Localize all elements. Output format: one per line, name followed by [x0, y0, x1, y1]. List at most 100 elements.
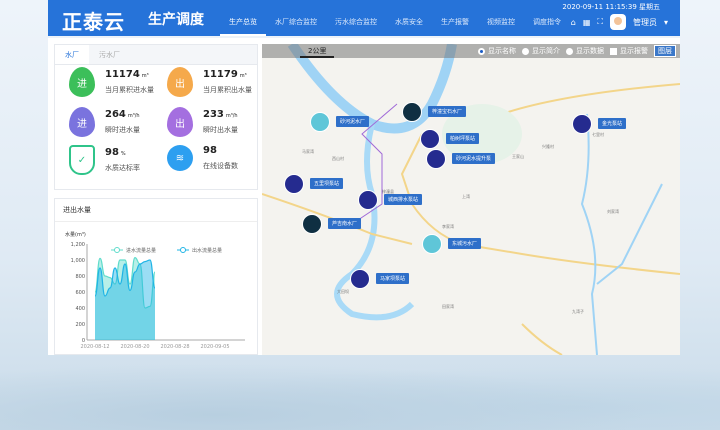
pump-station-marker-icon[interactable] [572, 114, 592, 134]
place-label: 七里村 [592, 132, 604, 137]
water-drop-in-icon: 进 [69, 67, 95, 97]
stat-item: 进 11174 m³ 当月累积进水量 [69, 67, 154, 97]
nav-sewage-monitor[interactable]: 污水综合监控 [335, 18, 377, 26]
stat-label: 当月累积出水量 [203, 86, 252, 94]
station-label[interactable]: 芦吉南水厂 [328, 218, 362, 229]
place-label: 兴隆村 [542, 144, 554, 149]
checkbox-icon[interactable] [610, 47, 617, 55]
legend-label[interactable]: 出水流量总量 [192, 247, 222, 254]
radio-icon[interactable] [478, 47, 485, 55]
background-decoration [0, 355, 720, 430]
tab-water-plant[interactable]: 水厂 [55, 45, 89, 64]
chevron-down-icon[interactable]: ▾ [663, 17, 668, 27]
radio-icon[interactable] [522, 47, 529, 55]
radio-icon[interactable] [566, 47, 573, 55]
chart-title: 进出水量 [55, 199, 257, 222]
pump-station-marker-icon[interactable] [284, 174, 304, 194]
nav-alarm[interactable]: 生产报警 [441, 18, 469, 26]
station-label[interactable]: 砂河泥水提升泵 [452, 153, 496, 164]
y-axis-label: 水量(m³) [65, 231, 86, 238]
stat-item: ✓ 98% 水质达标率 [69, 145, 140, 175]
pump-station-marker-icon[interactable] [350, 269, 370, 289]
pump-station-marker-icon[interactable] [426, 149, 446, 169]
stat-item: ≋ 98 在线设备数 [167, 145, 238, 171]
top-header: 正泰云 生产调度 生产总览 水厂综合监控 污水综合监控 水质安全 生产报警 视频… [48, 0, 680, 36]
station-label[interactable]: 东城污水厂 [448, 238, 482, 249]
x-tick-label: 2020-08-20 [120, 344, 149, 350]
chart-card: 进出水量 水量(m³) 0 200 400 600 800 1,000 1,200 2020-0… [54, 198, 258, 355]
option-show-name[interactable]: 显示名称 [478, 46, 516, 56]
tab-sewage-plant[interactable]: 污水厂 [99, 51, 120, 59]
place-label: 王家山 [512, 154, 524, 159]
sewage-station-marker-icon[interactable] [310, 112, 330, 132]
main-nav: 生产总览 水厂综合监控 污水综合监控 水质安全 生产报警 视频监控 调度指令 [220, 0, 570, 36]
user-name[interactable]: 管理员 [632, 17, 657, 27]
map-toolbar: 2公里 显示名称 显示简介 显示数据 显示报警 图层 [262, 44, 680, 58]
option-label: 显示名称 [488, 47, 516, 55]
plant-station-marker-icon[interactable] [402, 102, 422, 122]
pump-station-marker-icon[interactable] [358, 190, 378, 210]
place-label: 上湾 [462, 194, 470, 199]
place-label: 刘家湾 [607, 209, 619, 214]
y-tick-label: 800 [75, 274, 85, 280]
legend-label[interactable]: 进水流量总量 [126, 247, 156, 254]
place-label: 九湾子 [572, 309, 584, 314]
y-tick-label: 0 [82, 338, 85, 344]
place-label: 西山村 [332, 156, 344, 161]
stat-value: 98 [203, 145, 217, 156]
main-content: 水厂 污水厂 进 11174 m³ 当月累积进水量出 11179 m³ 当月累积出水量 进 26… [48, 38, 680, 355]
option-show-data[interactable]: 显示数据 [566, 46, 604, 56]
stat-label: 瞬时出水量 [203, 126, 238, 134]
map-base [262, 44, 680, 355]
legend-marker [180, 247, 186, 253]
y-tick-label: 600 [75, 290, 85, 296]
stat-value: 264 m³/h [105, 109, 140, 120]
stat-item: 出 11179 m³ 当月累积出水量 [167, 67, 252, 97]
x-tick-label: 2020-08-28 [160, 344, 189, 350]
station-label[interactable]: 砂河泥水厂 [336, 116, 370, 127]
qrcode-icon[interactable]: ▦ [582, 17, 591, 27]
place-label: 马家湾 [302, 149, 314, 154]
nav-dispatch[interactable]: 调度指令 [533, 18, 561, 26]
shield-check-icon: ✓ [69, 145, 95, 175]
plant-station-marker-icon[interactable] [302, 214, 322, 234]
station-label[interactable]: 柏树坪泵站 [446, 133, 480, 144]
place-label: 李家湾 [442, 224, 454, 229]
nav-plant-monitor[interactable]: 水厂综合监控 [275, 18, 317, 26]
station-label[interactable]: 城西排水泵站 [384, 194, 423, 205]
station-label[interactable]: 马家坝泵站 [376, 273, 410, 284]
map-view[interactable]: 梓潼县 马家湾 西山村 田家湾 王家山 上湾 九湾子 刘家湾 大田坝 李家湾 兴隆村 七里村 砂河泥水… [262, 44, 680, 355]
nav-water-safety[interactable]: 水质安全 [395, 18, 423, 26]
stats-card: 水厂 污水厂 进 11174 m³ 当月累积进水量出 11179 m³ 当月累积出水量 进 26… [54, 44, 258, 190]
nav-video[interactable]: 视频监控 [487, 18, 515, 26]
option-label: 显示数据 [576, 47, 604, 55]
avatar[interactable] [609, 14, 626, 30]
series-line-0 [94, 256, 156, 309]
stat-value: 98% [105, 147, 126, 158]
place-label: 田家湾 [442, 304, 454, 309]
option-show-alarm[interactable]: 显示报警 [610, 46, 648, 56]
x-tick-label: 2020-08-12 [80, 344, 109, 350]
stat-label: 在线设备数 [203, 162, 238, 170]
stat-label: 水质达标率 [105, 164, 140, 172]
station-label[interactable]: 五里坝泵站 [310, 178, 344, 189]
series-area-0 [95, 257, 155, 340]
option-label: 显示报警 [620, 47, 648, 55]
stat-item: 进 264 m³/h 瞬时进水量 [69, 107, 140, 137]
stat-label: 瞬时进水量 [105, 126, 140, 134]
option-show-intro[interactable]: 显示简介 [522, 46, 560, 56]
place-label: 大田坝 [337, 289, 349, 294]
layer-button[interactable]: 图层 [654, 45, 676, 57]
stat-item: 出 233 m³/h 瞬时出水量 [167, 107, 238, 137]
map-scale: 2公里 [300, 46, 335, 58]
station-label[interactable]: 梓潼宝石水厂 [428, 106, 467, 117]
series-area-1 [95, 260, 155, 340]
option-label: 显示简介 [532, 47, 560, 55]
fullscreen-icon[interactable]: ⛶ [597, 17, 603, 26]
logo: 正泰云 [62, 10, 125, 34]
nav-overview[interactable]: 生产总览 [220, 0, 266, 36]
station-label[interactable]: 金光泵站 [598, 118, 627, 129]
home-icon[interactable]: ⌂ [570, 17, 576, 27]
sewage-station-marker-icon[interactable] [422, 234, 442, 254]
pump-station-marker-icon[interactable] [420, 129, 440, 149]
